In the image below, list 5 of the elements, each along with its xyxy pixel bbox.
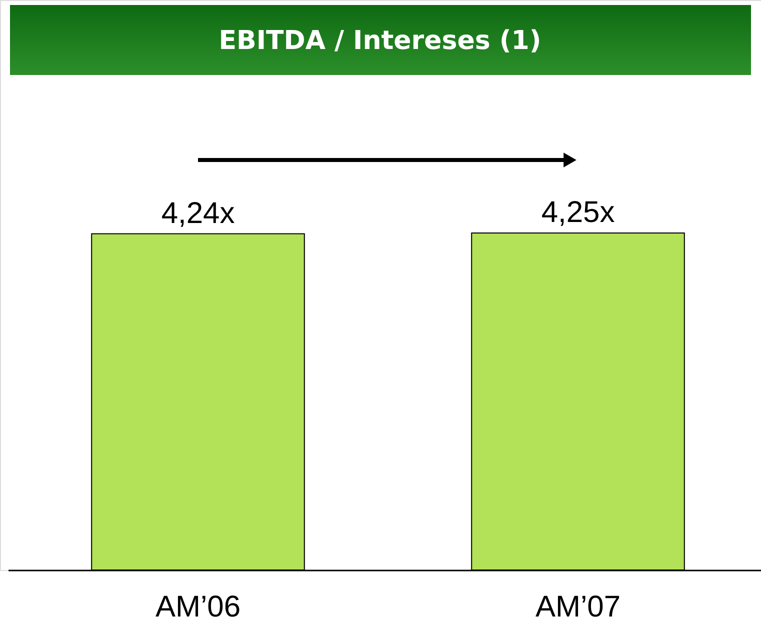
chart-title: EBITDA / Intereses (1) [218,26,542,56]
data-label: 4,24x [161,196,235,230]
data-label: 4,25x [541,196,615,229]
x-tick-label: AM’06 [155,590,241,624]
x-tick-label: AM’07 [535,590,621,624]
